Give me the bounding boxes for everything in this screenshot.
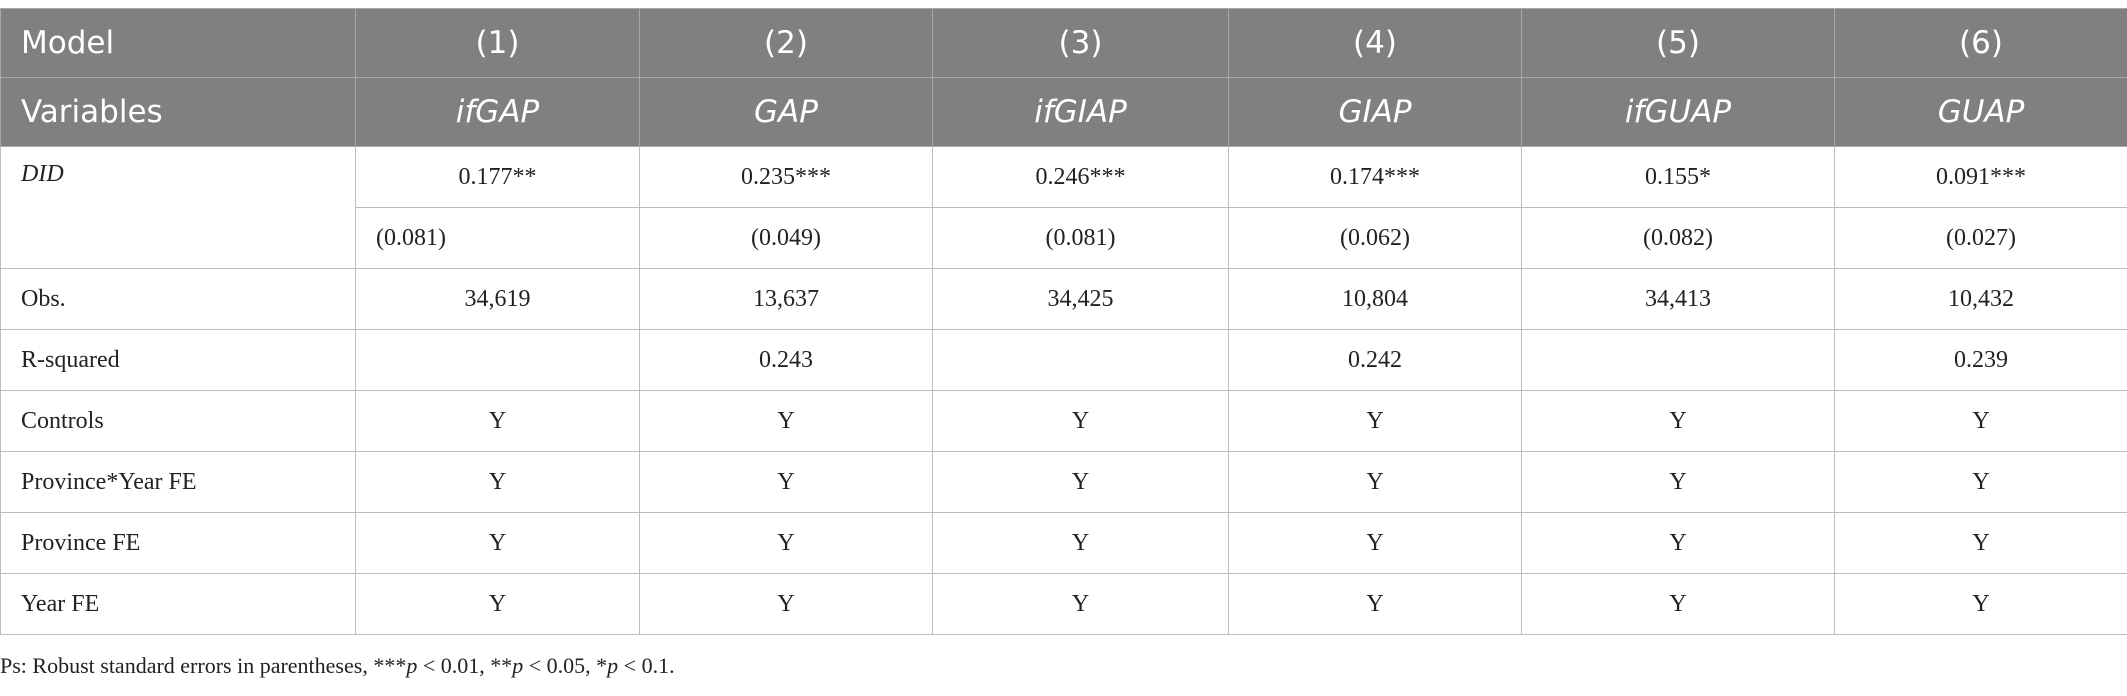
cell: Y	[932, 451, 1229, 513]
cell: 34,413	[1521, 268, 1835, 330]
cell: 13,637	[639, 268, 933, 330]
cell: Y	[355, 390, 640, 452]
cell: Y	[355, 451, 640, 513]
cell: Y	[1834, 512, 2127, 574]
cell: Y	[932, 573, 1229, 635]
header-cell: (4)	[1228, 8, 1522, 78]
header-cell: GIAP	[1228, 77, 1522, 147]
header-row: Variables ifGAP GAP ifGIAP GIAP ifGUAP GUAP	[0, 77, 2127, 147]
table-row: Controls Y Y Y Y Y Y	[0, 390, 2127, 452]
table-row: Province*Year FE Y Y Y Y Y Y	[0, 451, 2127, 513]
cell: Y	[1521, 451, 1835, 513]
cell: (0.062)	[1228, 207, 1522, 269]
cell: 10,804	[1228, 268, 1522, 330]
row-label: R-squared	[0, 329, 356, 391]
cell: Y	[1228, 573, 1522, 635]
table-header: Model (1) (2) (3) (4) (5) (6) Variables ifGAP GAP…	[0, 8, 2127, 147]
header-cell: (3)	[932, 8, 1229, 78]
row-label: Year FE	[0, 573, 356, 635]
cell: (0.082)	[1521, 207, 1835, 269]
cell: (0.027)	[1834, 207, 2127, 269]
footnote-part: Ps: Robust standard errors in parenthese…	[0, 653, 407, 678]
cell: Y	[1228, 451, 1522, 513]
table-row: R-squared 0.243 0.242 0.239	[0, 329, 2127, 391]
header-cell: (2)	[639, 8, 933, 78]
header-cell: ifGIAP	[932, 77, 1229, 147]
header-cell: ifGUAP	[1521, 77, 1835, 147]
table-row: Province FE Y Y Y Y Y Y	[0, 512, 2127, 574]
table-row: Obs. 34,619 13,637 34,425 10,804 34,413 10,432	[0, 268, 2127, 330]
row-label: Province FE	[0, 512, 356, 574]
header-cell: (6)	[1834, 8, 2127, 78]
cell: Y	[932, 390, 1229, 452]
cell: 10,432	[1834, 268, 2127, 330]
row-label: Obs.	[0, 268, 356, 330]
cell: Y	[639, 573, 933, 635]
cell: 34,425	[932, 268, 1229, 330]
table-row: Year FE Y Y Y Y Y Y	[0, 573, 2127, 635]
header-cell: Model	[0, 8, 356, 78]
cell: 0.246***	[932, 146, 1229, 208]
header-cell: ifGAP	[355, 77, 640, 147]
cell: 34,619	[355, 268, 640, 330]
footnote-part: p	[607, 653, 619, 678]
results-table: Model (1) (2) (3) (4) (5) (6) Variables ifGAP GAP…	[0, 8, 2127, 635]
cell: 0.243	[639, 329, 933, 391]
cell: 0.242	[1228, 329, 1522, 391]
cell: 0.235***	[639, 146, 933, 208]
cell: (0.049)	[639, 207, 933, 269]
header-cell: GAP	[639, 77, 933, 147]
footnote-part: < 0.01, **	[417, 653, 513, 678]
cell: Y	[639, 451, 933, 513]
cell: Y	[1834, 390, 2127, 452]
cell: (0.081)	[932, 207, 1229, 269]
footnote-part: < 0.1.	[618, 653, 675, 678]
cell: 0.239	[1834, 329, 2127, 391]
table-row: DID 0.177** 0.235*** 0.246*** 0.174*** 0.155*…	[0, 146, 2127, 269]
cell: Y	[355, 512, 640, 574]
cell: 0.155*	[1521, 146, 1835, 208]
cell: Y	[639, 390, 933, 452]
footnote-part: < 0.05, *	[523, 653, 608, 678]
cell: Y	[1521, 390, 1835, 452]
cell: Y	[639, 512, 933, 574]
header-cell: (5)	[1521, 8, 1835, 78]
cell: Y	[1521, 573, 1835, 635]
cell: 0.091***	[1834, 146, 2127, 208]
cell: Y	[1521, 512, 1835, 574]
header-cell: Variables	[0, 77, 356, 147]
footnote-part: p	[512, 653, 524, 678]
cell: Y	[1228, 390, 1522, 452]
footnote-part: p	[406, 653, 418, 678]
cell	[355, 329, 640, 391]
cell: 0.177**	[355, 146, 640, 208]
row-label: Controls	[0, 390, 356, 452]
cell: Y	[1834, 451, 2127, 513]
header-row: Model (1) (2) (3) (4) (5) (6)	[0, 8, 2127, 78]
table-body: DID 0.177** 0.235*** 0.246*** 0.174*** 0.155*…	[0, 146, 2127, 635]
cell: Y	[355, 573, 640, 635]
header-cell: (1)	[355, 8, 640, 78]
row-label: Province*Year FE	[0, 451, 356, 513]
cell: Y	[1834, 573, 2127, 635]
cell: Y	[1228, 512, 1522, 574]
cell: (0.081)	[355, 207, 640, 269]
footnote: Ps: Robust standard errors in parenthese…	[0, 653, 675, 679]
cell	[932, 329, 1229, 391]
cell: Y	[932, 512, 1229, 574]
row-label: DID	[0, 146, 356, 269]
cell	[1521, 329, 1835, 391]
header-cell: GUAP	[1834, 77, 2127, 147]
cell: 0.174***	[1228, 146, 1522, 208]
